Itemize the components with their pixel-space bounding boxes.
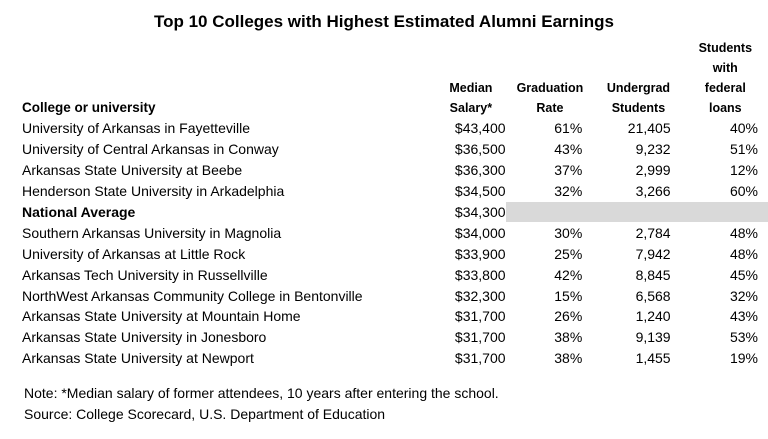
college-name: Arkansas Tech University in Russellville [22, 266, 268, 283]
grad-rate-cell: 38% [554, 329, 583, 346]
college-name: University of Arkansas in Fayetteville [22, 120, 250, 137]
college-name: University of Arkansas at Little Rock [22, 245, 246, 262]
loans-cell [682, 201, 768, 223]
undergrad-cell: 2,999 [635, 162, 671, 179]
undergrad-cell: 1,240 [635, 308, 671, 325]
salary-cell: $33,900 [454, 245, 506, 262]
salary-cell: $33,800 [454, 266, 506, 283]
table-row: University of Arkansas at Little Rock $3… [22, 243, 768, 264]
footnote-source: Source: College Scorecard, U.S. Departme… [24, 406, 386, 422]
table-row: Arkansas State University at Newport $31… [22, 348, 768, 369]
salary-cell: $31,700 [454, 329, 506, 346]
footnotes: Note: *Median salary of former attendees… [24, 383, 499, 425]
undergrad-cell: 7,942 [635, 245, 671, 262]
loans-cell: 48% [729, 245, 758, 262]
header-undergrad: Undergrad Students [606, 81, 671, 115]
loans-cell: 19% [729, 350, 758, 367]
salary-cell: $34,000 [454, 224, 506, 241]
footnote-note: Note: *Median salary of former attendees… [24, 385, 499, 401]
table-row: Southern Arkansas University in Magnolia… [22, 222, 768, 243]
grad-rate-cell: 43% [554, 141, 583, 158]
table-row: University of Central Arkansas in Conway… [22, 139, 768, 160]
loans-cell: 40% [729, 120, 758, 137]
undergrad-cell [594, 201, 683, 223]
national-average-row: National Average $34,300 [22, 201, 768, 223]
table-row: Arkansas State University at Beebe $36,3… [22, 160, 768, 181]
college-name: Arkansas State University in Jonesboro [22, 329, 267, 346]
loans-cell: 48% [729, 224, 758, 241]
loans-cell: 60% [729, 183, 758, 200]
college-name: Southern Arkansas University in Magnolia [22, 224, 282, 241]
header-college: College or university [22, 100, 156, 115]
college-name: National Average [22, 204, 136, 220]
undergrad-cell: 9,232 [635, 141, 671, 158]
grad-rate-cell: 25% [554, 245, 583, 262]
undergrad-cell: 9,139 [635, 329, 671, 346]
grad-rate-cell [505, 201, 595, 223]
salary-cell: $31,700 [454, 308, 506, 325]
header-row: College or university Median Salary* Gra… [22, 38, 768, 118]
college-name: Arkansas State University at Mountain Ho… [22, 308, 301, 325]
loans-cell: 12% [729, 162, 758, 179]
grad-rate-cell: 30% [554, 224, 583, 241]
loans-cell: 51% [729, 141, 758, 158]
earnings-table: College or university Median Salary* Gra… [22, 38, 768, 369]
table-row: Arkansas State University at Mountain Ho… [22, 306, 768, 327]
college-name: University of Central Arkansas in Conway [22, 141, 279, 158]
undergrad-cell: 2,784 [635, 224, 671, 241]
header-salary: Median Salary* [449, 81, 493, 115]
salary-cell: $32,300 [454, 287, 506, 304]
salary-cell: $36,500 [454, 141, 506, 158]
table-title: Top 10 Colleges with Highest Estimated A… [153, 12, 614, 31]
undergrad-cell: 8,845 [635, 266, 671, 283]
loans-cell: 53% [729, 329, 758, 346]
grad-rate-cell: 61% [554, 120, 583, 137]
college-name: NorthWest Arkansas Community College in … [22, 287, 363, 304]
salary-cell: $43,400 [454, 120, 506, 137]
salary-cell: $36,300 [454, 162, 506, 179]
undergrad-cell: 6,568 [635, 287, 671, 304]
grad-rate-cell: 15% [554, 287, 583, 304]
grad-rate-cell: 37% [554, 162, 583, 179]
salary-cell: $34,500 [454, 183, 506, 200]
header-loans: Students with federal loans [698, 41, 753, 115]
undergrad-cell: 3,266 [635, 183, 671, 200]
undergrad-cell: 1,455 [635, 350, 671, 367]
grad-rate-cell: 26% [554, 308, 583, 325]
grad-rate-cell: 38% [554, 350, 583, 367]
undergrad-cell: 21,405 [627, 120, 671, 137]
grad-rate-cell: 32% [554, 183, 583, 200]
table-row: Henderson State University in Arkadelphi… [22, 181, 768, 202]
college-name: Arkansas State University at Newport [22, 350, 254, 367]
college-name: Henderson State University in Arkadelphi… [22, 183, 285, 200]
loans-cell: 43% [729, 308, 758, 325]
table-row: Arkansas State University in Jonesboro $… [22, 327, 768, 348]
grad-rate-cell: 42% [554, 266, 583, 283]
table-row: University of Arkansas in Fayetteville $… [22, 118, 768, 139]
college-name: Arkansas State University at Beebe [22, 162, 243, 179]
salary-cell: $34,300 [454, 204, 506, 220]
loans-cell: 45% [729, 266, 758, 283]
salary-cell: $31,700 [454, 350, 506, 367]
header-graduation: Graduation Rate [516, 81, 584, 115]
table-row: NorthWest Arkansas Community College in … [22, 285, 768, 306]
table-row: Arkansas Tech University in Russellville… [22, 264, 768, 285]
loans-cell: 32% [729, 287, 758, 304]
